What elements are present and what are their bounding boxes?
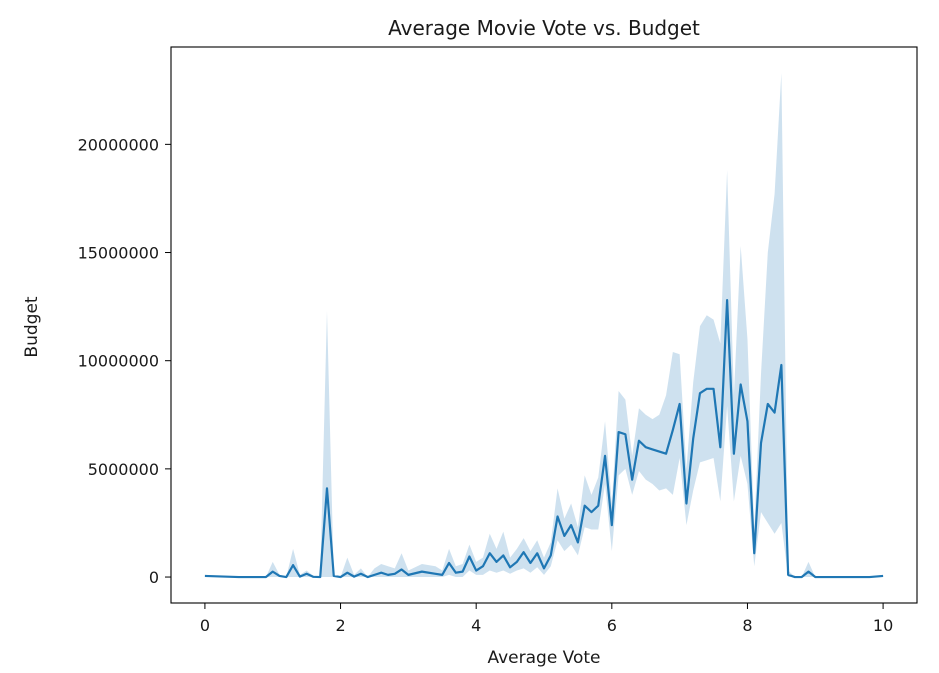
series-line <box>204 299 884 579</box>
y-tick-label: 20000000 <box>78 135 159 154</box>
x-tick-label: 10 <box>873 616 893 635</box>
y-tick-label: 0 <box>149 568 159 587</box>
chart-title: Average Movie Vote vs. Budget <box>388 16 700 40</box>
x-tick-label: 2 <box>335 616 345 635</box>
y-axis-label: Budget <box>22 296 42 357</box>
y-tick-label: 15000000 <box>78 244 159 263</box>
x-tick-label: 4 <box>471 616 481 635</box>
y-tick-label: 5000000 <box>88 460 159 479</box>
x-tick-label: 6 <box>607 616 617 635</box>
axes-frame <box>170 46 918 604</box>
x-axis-label: Average Vote <box>487 648 600 668</box>
x-tick-label: 0 <box>200 616 210 635</box>
confidence-band <box>204 72 884 578</box>
y-tick-label: 10000000 <box>78 352 159 371</box>
x-axis: 0 2 4 6 8 10 <box>200 603 893 635</box>
y-axis: 0 5000000 10000000 15000000 20000000 <box>78 135 171 587</box>
plot-area <box>204 72 884 579</box>
x-tick-label: 8 <box>742 616 752 635</box>
